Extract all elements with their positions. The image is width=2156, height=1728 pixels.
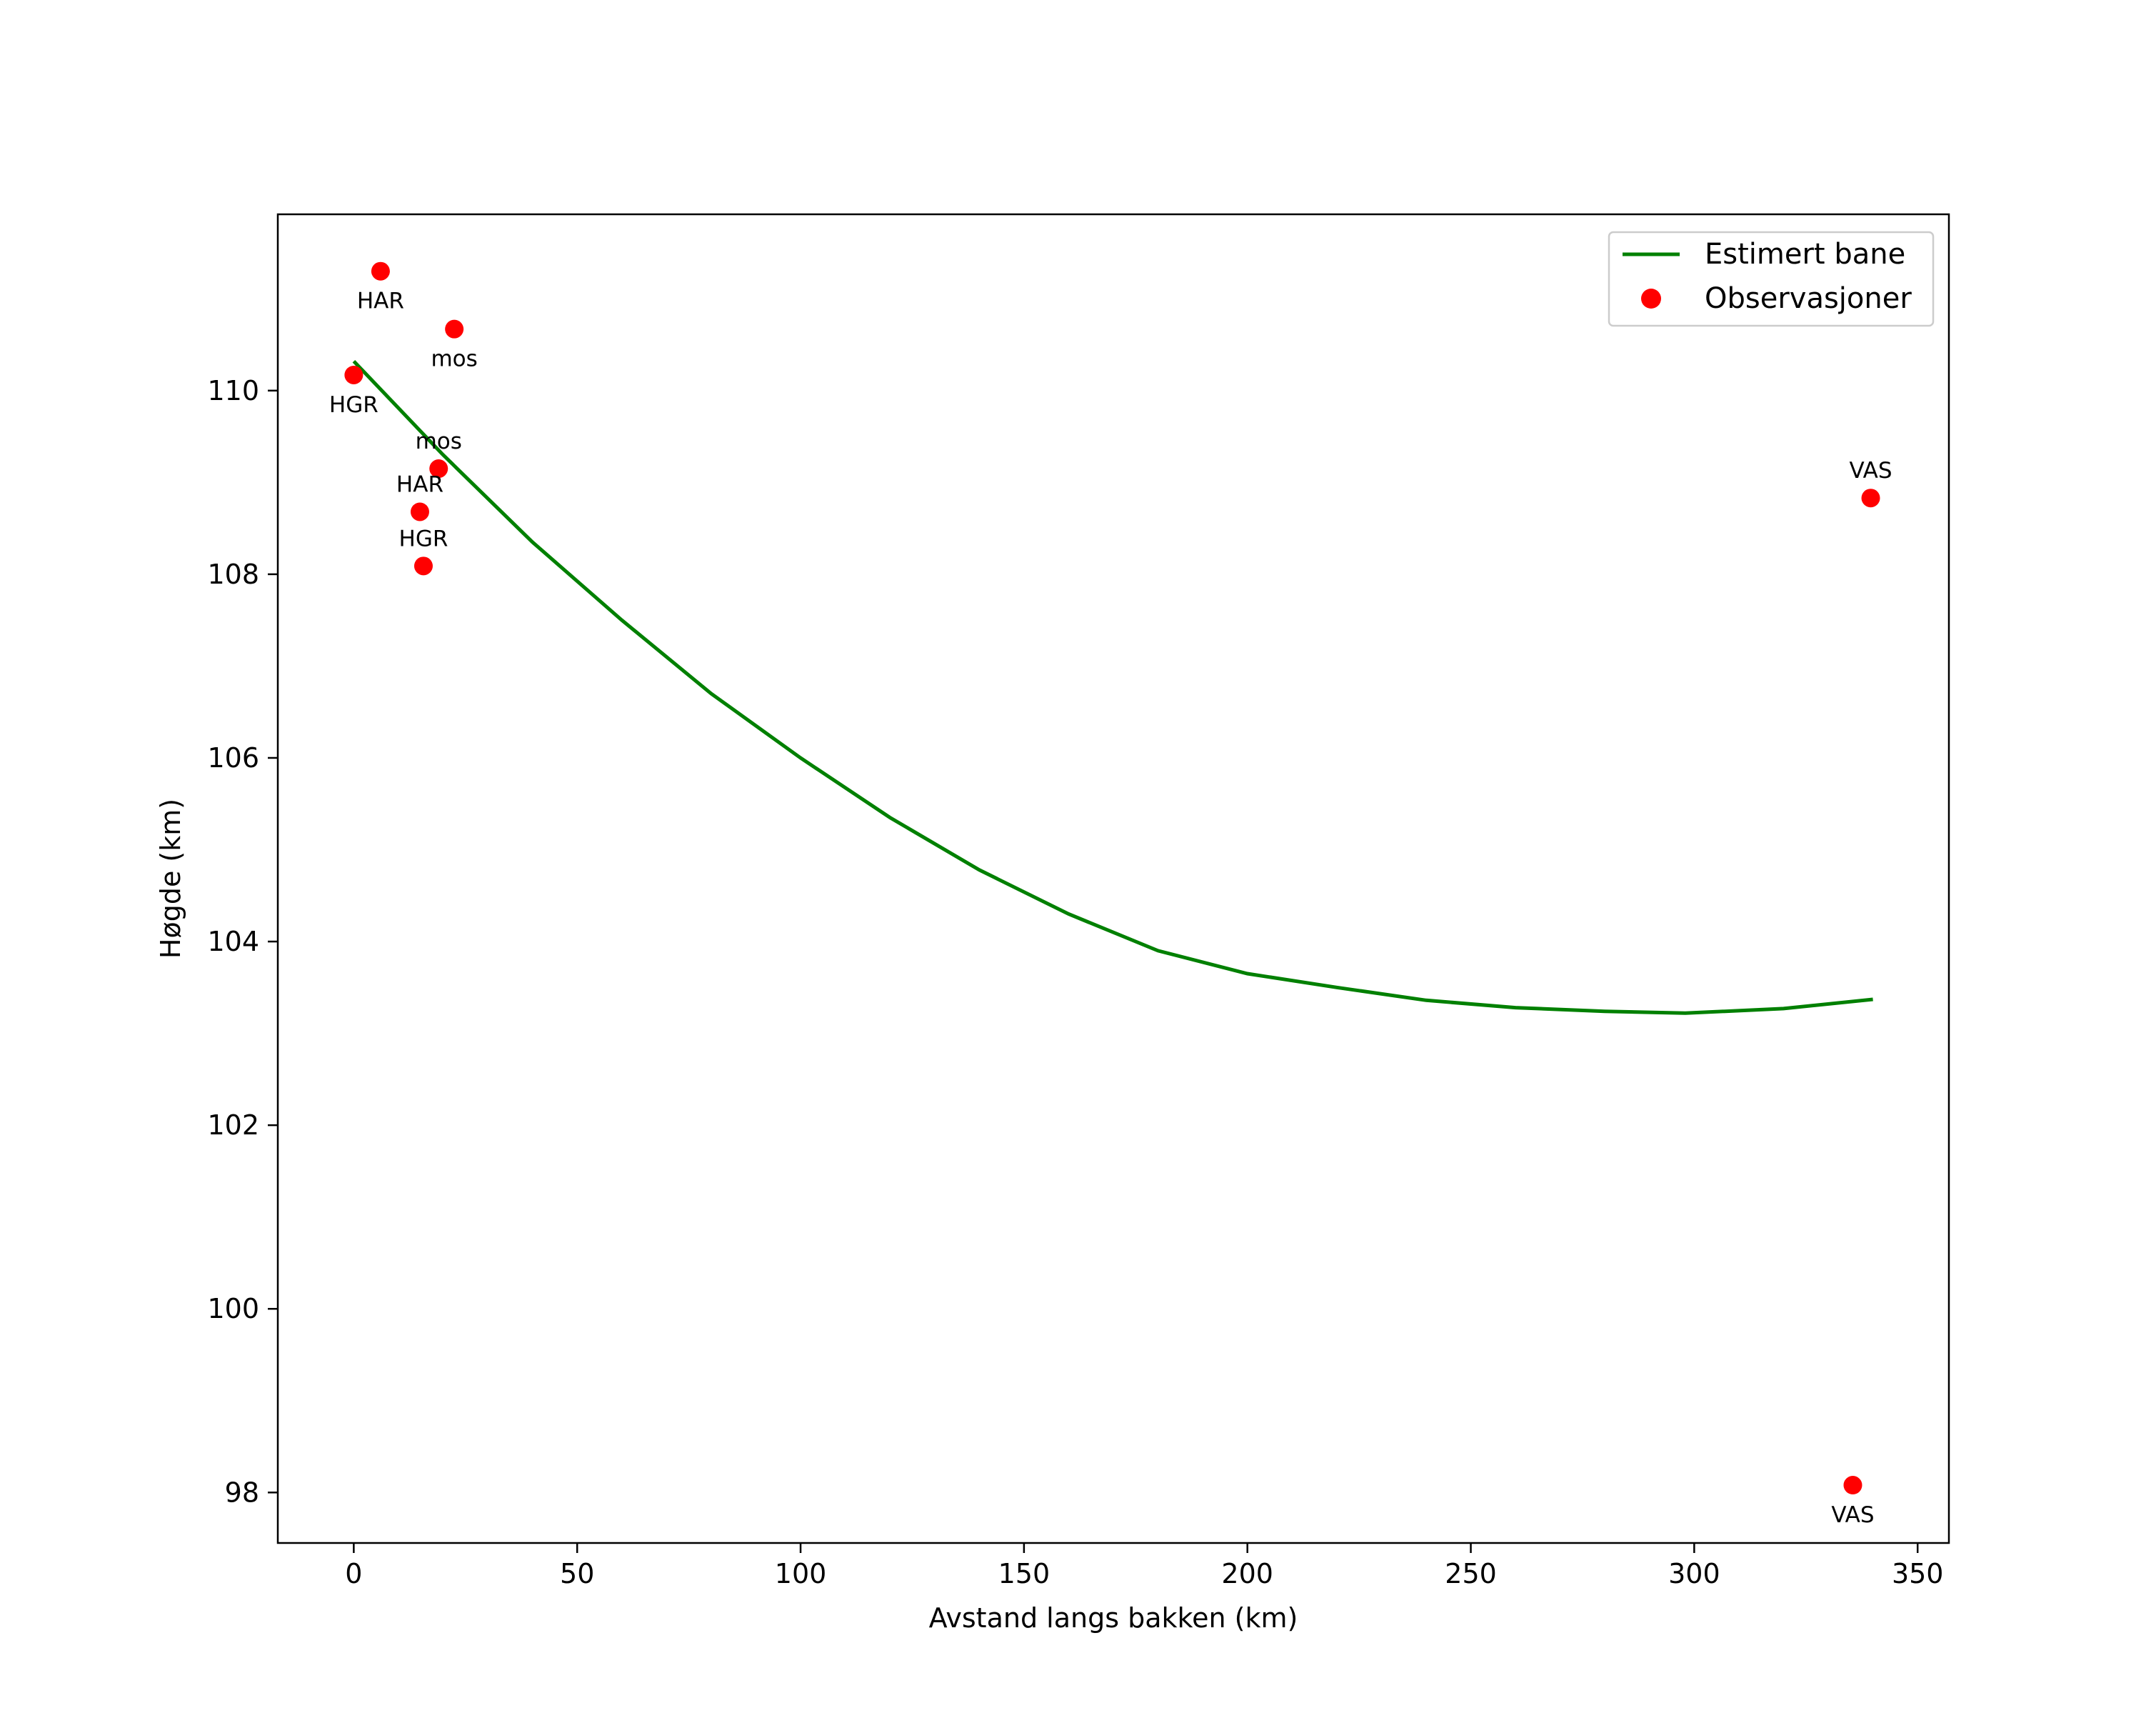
x-tick-label: 200: [1221, 1558, 1273, 1589]
x-axis-title: Avstand langs bakken (km): [929, 1602, 1298, 1634]
legend: Estimert bane Observasjoner: [1608, 231, 1935, 327]
x-tick-label: 0: [345, 1558, 362, 1589]
point-label-mos: mos: [416, 429, 462, 454]
point-label-mos: mos: [431, 346, 477, 372]
x-tick-label: 150: [998, 1558, 1051, 1589]
legend-point-swatch: [1641, 289, 1661, 309]
scatter-point-hgr: [344, 365, 363, 384]
legend-label-estimert-bane: Estimert bane: [1705, 238, 1905, 271]
scatter-point-mos: [445, 319, 464, 339]
x-tick-label: 100: [775, 1558, 827, 1589]
y-tick-label: 110: [207, 375, 259, 406]
scatter-point-vas: [1861, 489, 1880, 508]
y-tick-label: 108: [207, 559, 259, 590]
point-label-har: HAR: [396, 471, 443, 497]
point-label-har: HAR: [357, 289, 404, 314]
point-label-vas: VAS: [1849, 458, 1892, 484]
y-tick-label: 102: [207, 1109, 259, 1141]
point-labels: HAR mos HGR mos HAR HGR VAS VAS: [329, 289, 1892, 1528]
x-axis-ticks: 0 50 100 150 200 250 300 350: [345, 1543, 1943, 1589]
x-tick-label: 300: [1668, 1558, 1720, 1589]
scatter-point-mos: [429, 459, 448, 479]
scatter-point-har: [371, 261, 390, 281]
x-tick-label: 50: [560, 1558, 594, 1589]
x-tick-label: 250: [1445, 1558, 1497, 1589]
scatter-point-vas: [1843, 1476, 1862, 1495]
y-tick-label: 98: [225, 1477, 259, 1508]
y-tick-label: 100: [207, 1293, 259, 1324]
scatter-point-hgr: [413, 556, 433, 576]
y-axis-title: Høgde (km): [155, 799, 186, 959]
point-label-vas: VAS: [1831, 1502, 1874, 1528]
legend-box: [1608, 231, 1935, 327]
point-label-hgr: HGR: [399, 526, 448, 551]
scatter-point-har: [410, 502, 429, 521]
series-line-estimert-bane: [352, 359, 1873, 1015]
y-axis-ticks: 98 100 102 104 106 108 110: [207, 375, 278, 1508]
plot-area: [278, 214, 1949, 1543]
y-tick-label: 104: [207, 926, 259, 957]
y-tick-label: 106: [207, 742, 259, 774]
legend-label-observasjoner: Observasjoner: [1705, 282, 1912, 315]
x-tick-label: 350: [1892, 1558, 1944, 1589]
plot-frame: [276, 213, 1950, 1544]
point-label-hgr: HGR: [329, 392, 378, 418]
scatter-points: [344, 261, 1880, 1495]
